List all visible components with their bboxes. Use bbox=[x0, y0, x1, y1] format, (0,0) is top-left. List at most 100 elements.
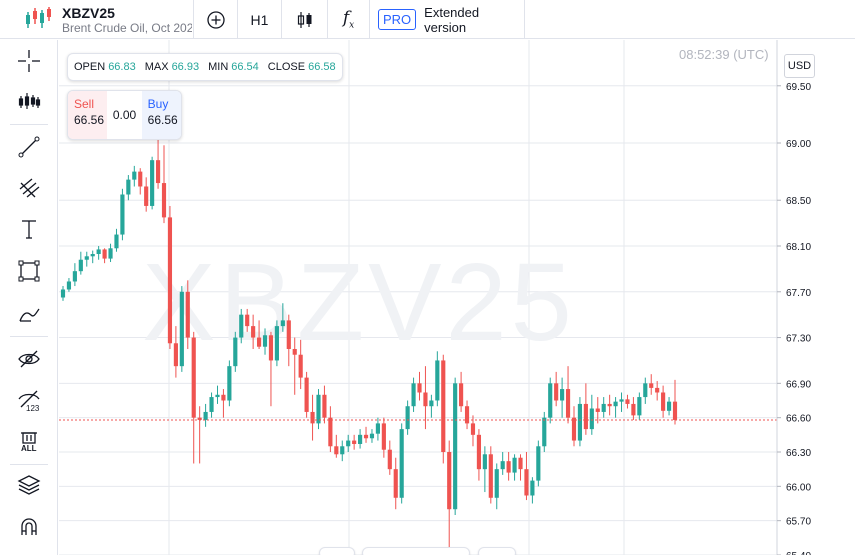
candle-body bbox=[530, 480, 535, 496]
tool-delete-all[interactable]: ALL bbox=[0, 422, 58, 460]
candle-body bbox=[298, 354, 303, 378]
trendline-icon bbox=[18, 136, 40, 158]
candle-body bbox=[352, 440, 357, 444]
extended-version-label: Extended version bbox=[424, 4, 480, 35]
candle-body bbox=[393, 469, 398, 498]
candle-body bbox=[262, 335, 268, 347]
sell-button[interactable]: Sell 66.56 bbox=[68, 91, 108, 139]
candle-body bbox=[346, 440, 351, 447]
candle-body bbox=[191, 337, 196, 418]
candle-body bbox=[661, 392, 666, 411]
candle-body bbox=[334, 446, 339, 455]
candle-body bbox=[589, 408, 594, 430]
tool-layers[interactable] bbox=[0, 466, 58, 504]
tool-rectangle[interactable] bbox=[0, 252, 58, 290]
candle-body bbox=[381, 423, 386, 450]
candle-body bbox=[607, 403, 612, 407]
candle-body bbox=[84, 256, 89, 260]
candle-body bbox=[102, 249, 107, 259]
candle-body bbox=[322, 394, 327, 418]
candle-body bbox=[114, 234, 119, 249]
y-tick-label: 67.30 bbox=[786, 334, 811, 345]
candle-body bbox=[316, 394, 321, 424]
candle-body bbox=[464, 406, 470, 424]
candle-body bbox=[209, 397, 214, 412]
candle-body bbox=[619, 399, 624, 402]
tool-hide-drawings[interactable] bbox=[0, 340, 58, 378]
candlestick-chart[interactable]: XBZV25 69.50 69.00 68.50 68.10 67.70 67.30 66.… bbox=[59, 40, 855, 555]
candles-logo-icon bbox=[26, 7, 51, 28]
tool-hide-indicators[interactable]: 123 bbox=[0, 382, 58, 420]
candle-body bbox=[571, 417, 577, 441]
reset-chart-button[interactable] bbox=[478, 547, 516, 555]
y-tick-label: 66.90 bbox=[786, 379, 811, 390]
symbol-watermark: XBZV25 bbox=[142, 241, 576, 364]
tool-candles[interactable] bbox=[0, 82, 58, 120]
candle-body bbox=[161, 183, 167, 218]
candle-body bbox=[245, 314, 250, 327]
zoom-out-button[interactable] bbox=[319, 547, 355, 555]
candle-body bbox=[506, 461, 511, 473]
candle-body bbox=[150, 160, 155, 206]
sell-price: 66.56 bbox=[74, 113, 105, 127]
candle-body bbox=[554, 383, 559, 401]
rectangle-icon bbox=[18, 260, 40, 282]
candle-body bbox=[108, 248, 113, 259]
y-tick-label: 65.40 bbox=[786, 551, 811, 555]
candle-body bbox=[655, 387, 660, 393]
open-label: OPEN bbox=[74, 61, 106, 73]
candle-body bbox=[387, 449, 392, 470]
chart-area[interactable]: XBZV25 69.50 69.00 68.50 68.10 67.70 67.30 66.… bbox=[59, 40, 855, 555]
candle-body bbox=[672, 401, 678, 420]
candle-body bbox=[459, 383, 464, 407]
extended-version-button[interactable]: PRO Extended version bbox=[369, 0, 525, 39]
interval-button[interactable]: H1 bbox=[237, 0, 281, 39]
tool-crosshair[interactable] bbox=[0, 42, 58, 80]
currency-button[interactable]: USD bbox=[784, 54, 815, 78]
y-tick-label: 66.60 bbox=[786, 414, 811, 425]
compare-add-button[interactable] bbox=[193, 0, 237, 39]
candle-body bbox=[429, 400, 434, 407]
buy-button[interactable]: Buy 66.56 bbox=[141, 91, 181, 139]
candle-body bbox=[179, 291, 184, 367]
tool-fib[interactable] bbox=[0, 168, 58, 206]
candle-body bbox=[524, 469, 529, 496]
tool-brush[interactable] bbox=[0, 294, 58, 332]
tool-text[interactable] bbox=[0, 210, 58, 248]
candle-body bbox=[78, 259, 83, 272]
candle-body bbox=[476, 434, 482, 470]
tool-trendline[interactable] bbox=[0, 128, 58, 166]
pro-badge: PRO bbox=[378, 9, 417, 30]
candle-body bbox=[173, 343, 178, 367]
candle-body bbox=[138, 171, 143, 187]
candle-body bbox=[453, 383, 458, 510]
close-value: 66.58 bbox=[308, 61, 336, 73]
candle-body bbox=[447, 452, 452, 510]
layers-icon bbox=[17, 475, 41, 495]
candle-body bbox=[405, 406, 410, 430]
candle-body bbox=[512, 457, 517, 473]
candle-body bbox=[239, 314, 244, 338]
candle-body bbox=[399, 429, 404, 498]
max-value: 66.93 bbox=[171, 61, 200, 73]
trade-panel: Sell 66.56 0.00 Buy 66.56 bbox=[67, 90, 182, 140]
candle-body bbox=[500, 461, 505, 470]
candle-body bbox=[268, 335, 274, 361]
text-icon bbox=[22, 220, 36, 239]
candle-body bbox=[144, 186, 149, 206]
tool-magnet[interactable] bbox=[0, 508, 58, 546]
price-axis[interactable]: 69.50 69.00 68.50 68.10 67.70 67.30 66.90 66.60… bbox=[777, 82, 811, 555]
sell-label: Sell bbox=[74, 97, 95, 111]
candle-body bbox=[441, 360, 446, 452]
chart-type-button[interactable] bbox=[281, 0, 327, 39]
open-value: 66.83 bbox=[108, 61, 136, 73]
y-tick-label: 66.30 bbox=[786, 448, 811, 459]
symbol-title[interactable]: XBZV25 bbox=[62, 5, 115, 21]
candle-body bbox=[126, 179, 131, 195]
candle-body bbox=[203, 411, 208, 420]
candles bbox=[60, 126, 678, 550]
y-tick-label: 68.10 bbox=[786, 242, 811, 253]
indicators-button[interactable]: fx bbox=[327, 0, 369, 39]
navigation-controls[interactable] bbox=[362, 547, 470, 555]
plus-circle-icon bbox=[206, 10, 225, 29]
